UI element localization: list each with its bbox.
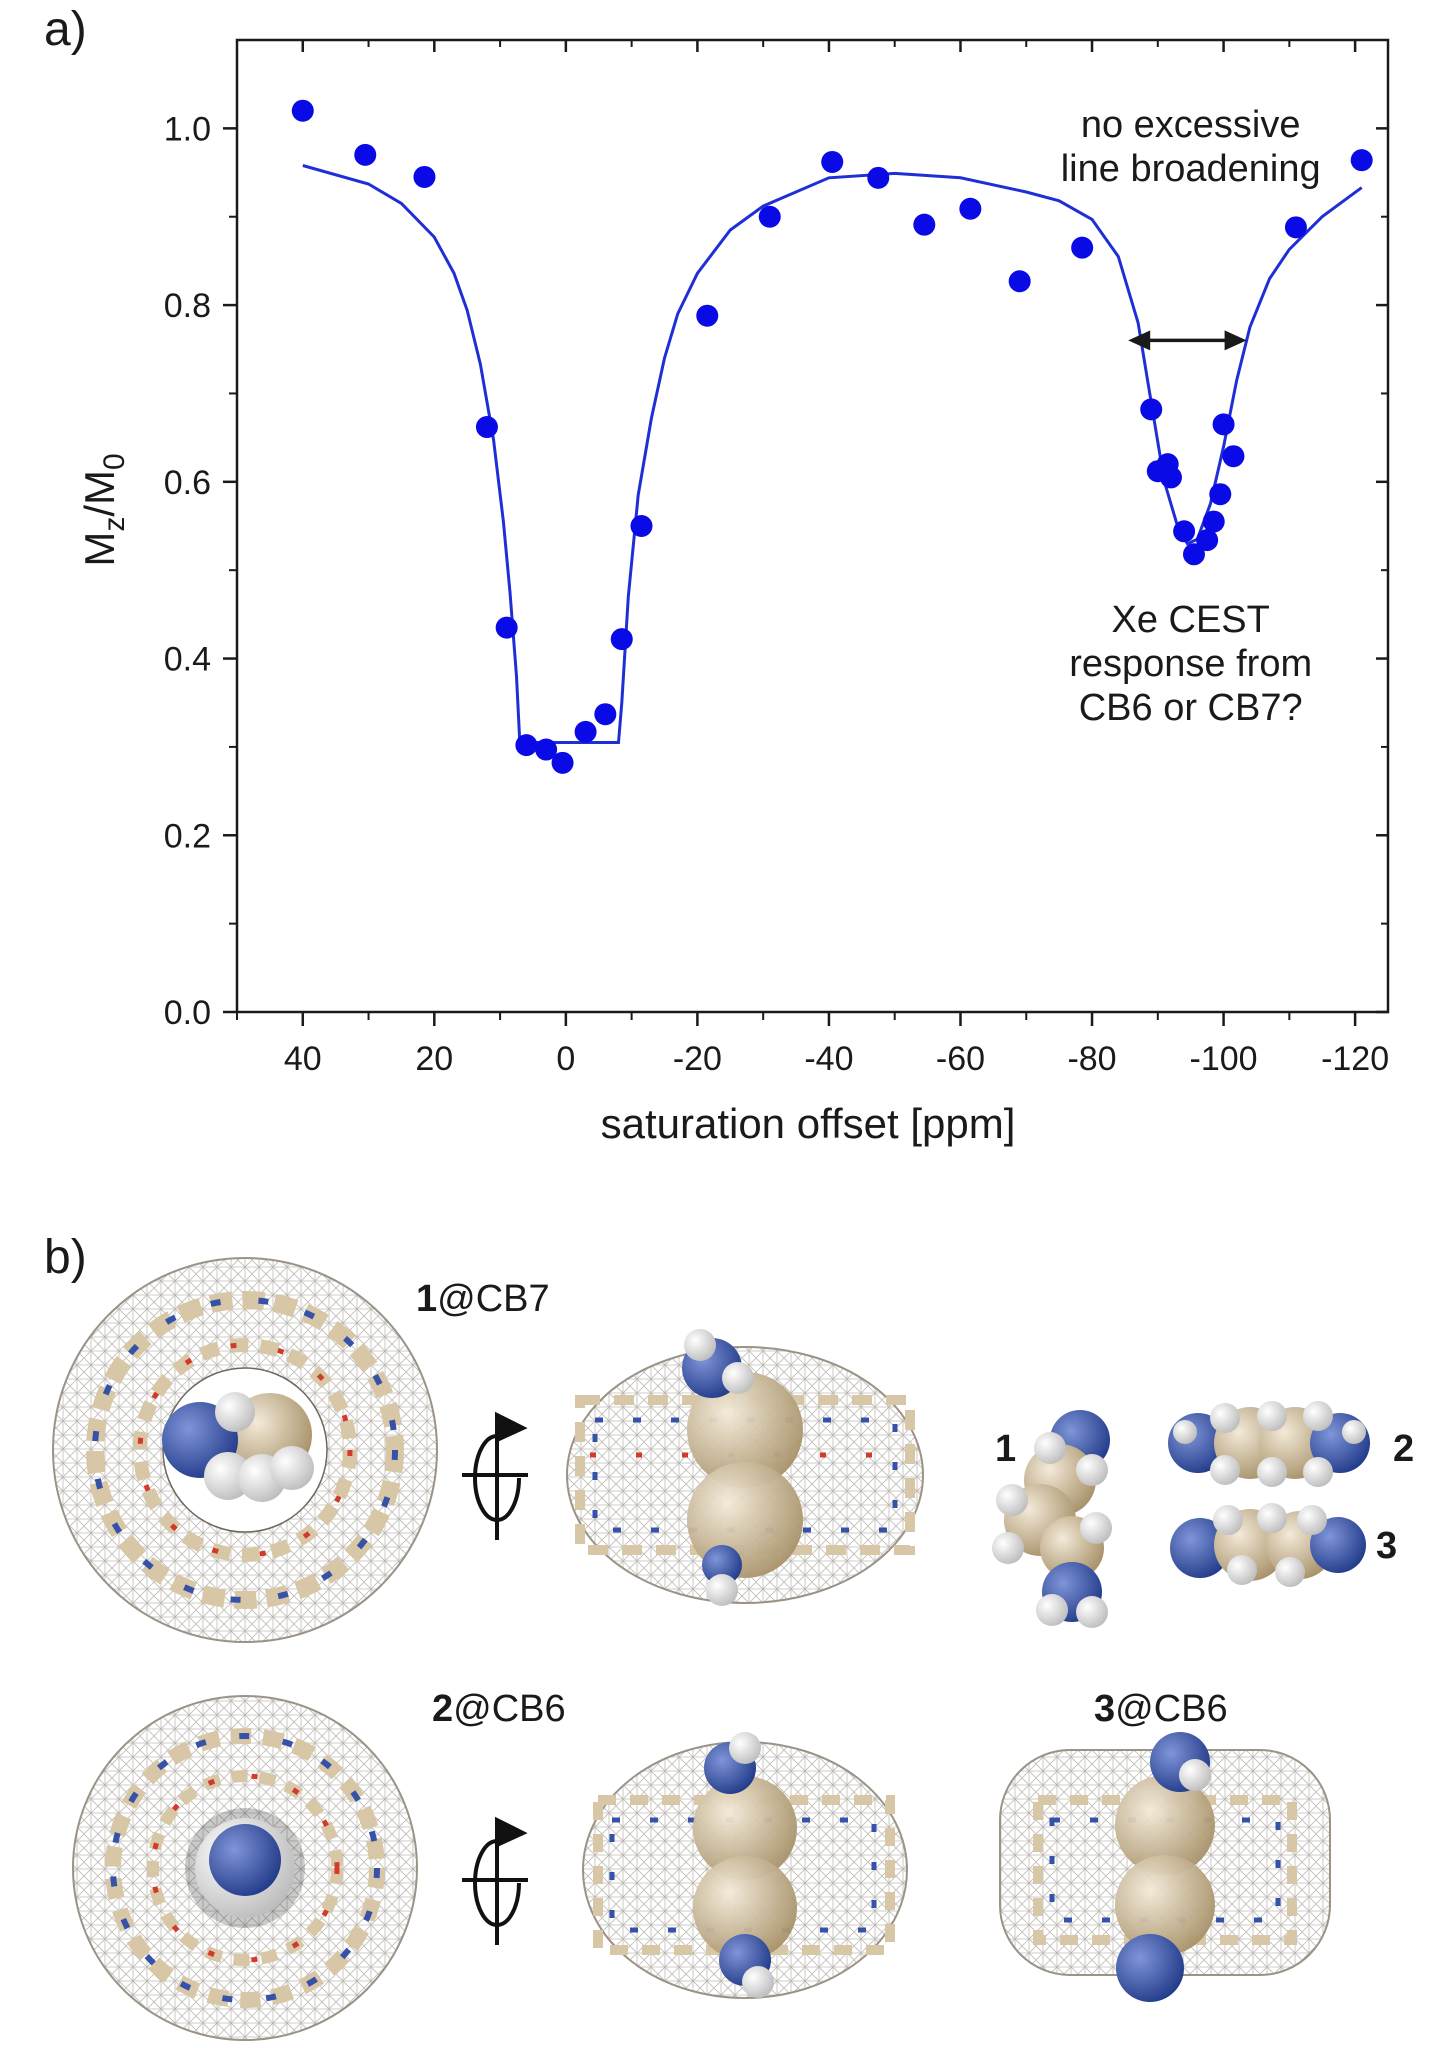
data-point: [1140, 398, 1163, 421]
data-point: [1182, 543, 1205, 566]
x-tick-label: -80: [1067, 1040, 1116, 1078]
data-point: [574, 720, 597, 743]
fit-curve-group: [302, 164, 1363, 744]
guest-3-label: 3: [1376, 1525, 1398, 1567]
data-point: [867, 166, 890, 189]
data-point: [291, 99, 314, 122]
x-tick-label: 40: [284, 1040, 322, 1078]
y-tick-label: 0.2: [164, 817, 211, 855]
data-point: [515, 734, 538, 757]
data-point: [1196, 529, 1219, 552]
plot-frame: [235, 38, 1390, 1014]
y-tick-label: 0.6: [164, 464, 211, 502]
y-axis-label: Mz/M0: [76, 453, 131, 566]
y-tick-label: 0.0: [164, 994, 211, 1032]
x-tick-label: -100: [1190, 1040, 1258, 1078]
data-point: [413, 165, 436, 188]
y-axis-label-m: M: [76, 532, 123, 567]
arrow-head-right: [1224, 330, 1247, 351]
y-tick-label: 0.4: [164, 641, 211, 679]
data-point: [1008, 270, 1031, 293]
data-points-group: [291, 99, 1373, 774]
rotation-arrow-1: [462, 1411, 528, 1540]
y-axis-label-0: 0: [98, 453, 131, 470]
cb7-side-view: [566, 1329, 924, 1606]
guest-2-label: 2: [1393, 1428, 1415, 1470]
panel-a-label: a): [44, 3, 87, 56]
data-point: [594, 703, 617, 726]
data-point: [630, 515, 653, 537]
y-tick-label: 0.8: [164, 287, 211, 325]
cb6-side-view-3: [999, 1732, 1331, 2002]
data-point: [1350, 149, 1373, 172]
fit-curve: [302, 164, 1363, 744]
complex-1-cb7-label: 1@CB7: [416, 1278, 550, 1320]
annotation-line: line broadening: [1061, 148, 1321, 190]
x-tick-label: -40: [804, 1040, 853, 1078]
chart-axes: 40 20 0 -20 -40 -60 -80 -100 -120 0.0 0.2 0.4 0.6 0.8…: [164, 38, 1390, 1078]
annotation-1: Xe CEST response from CB6 or CB7?: [1069, 599, 1312, 729]
annotation-line: no excessive: [1081, 104, 1301, 146]
rotation-arrow-2: [462, 1816, 528, 1945]
data-point: [959, 197, 982, 220]
complex-2-cb6-label: 2@CB6: [432, 1688, 566, 1730]
data-point: [610, 628, 633, 651]
data-point: [821, 150, 844, 173]
annotation-line: response from: [1069, 643, 1312, 685]
data-point: [1159, 466, 1182, 489]
panel-b-label: b): [44, 1231, 87, 1284]
guest-1-label: 1: [995, 1428, 1017, 1470]
y-axis-label-z: z: [98, 517, 131, 532]
cb7-top-view: [52, 1257, 438, 1643]
x-tick-label: -60: [936, 1040, 985, 1078]
data-point: [1173, 520, 1196, 543]
cb6-top-view: [72, 1695, 418, 2041]
data-point: [535, 738, 558, 761]
x-tick-label: -20: [673, 1040, 722, 1078]
arrow-head-left: [1128, 330, 1151, 351]
data-point: [696, 304, 719, 327]
guest-3-molecule: [1170, 1503, 1366, 1587]
y-tick-label: 1.0: [164, 110, 211, 148]
data-point: [1071, 236, 1094, 259]
annotation-line: CB6 or CB7?: [1079, 687, 1303, 729]
data-point: [1202, 510, 1225, 533]
cb6-side-view-2: [582, 1732, 908, 1999]
data-point: [1209, 483, 1232, 506]
data-point: [758, 205, 781, 228]
y-axis-label-slash: /M: [76, 470, 123, 517]
x-tick-label: 0: [556, 1040, 575, 1078]
annotation-0: no excessive line broadening: [1061, 104, 1321, 190]
x-axis-label: saturation offset [ppm]: [601, 1100, 1016, 1147]
cest-spectrum-chart: 40 20 0 -20 -40 -60 -80 -100 -120 0.0 0.2 0.4 0.6 0.8…: [76, 38, 1390, 1147]
x-tick-label: 20: [415, 1040, 453, 1078]
data-point: [1222, 445, 1245, 468]
data-point: [551, 751, 574, 774]
annotations-group: no excessive line broadening Xe CEST respon…: [1061, 104, 1321, 729]
guest-2-molecule: [1168, 1401, 1370, 1487]
data-point: [495, 616, 518, 639]
data-point: [475, 416, 498, 439]
data-point: [1212, 413, 1235, 436]
annotation-line: Xe CEST: [1111, 599, 1269, 641]
complex-3-cb6-label: 3@CB6: [1094, 1688, 1228, 1730]
data-point: [1284, 216, 1307, 239]
data-point: [354, 143, 377, 166]
data-point: [913, 213, 936, 236]
x-tick-label: -120: [1321, 1040, 1389, 1078]
